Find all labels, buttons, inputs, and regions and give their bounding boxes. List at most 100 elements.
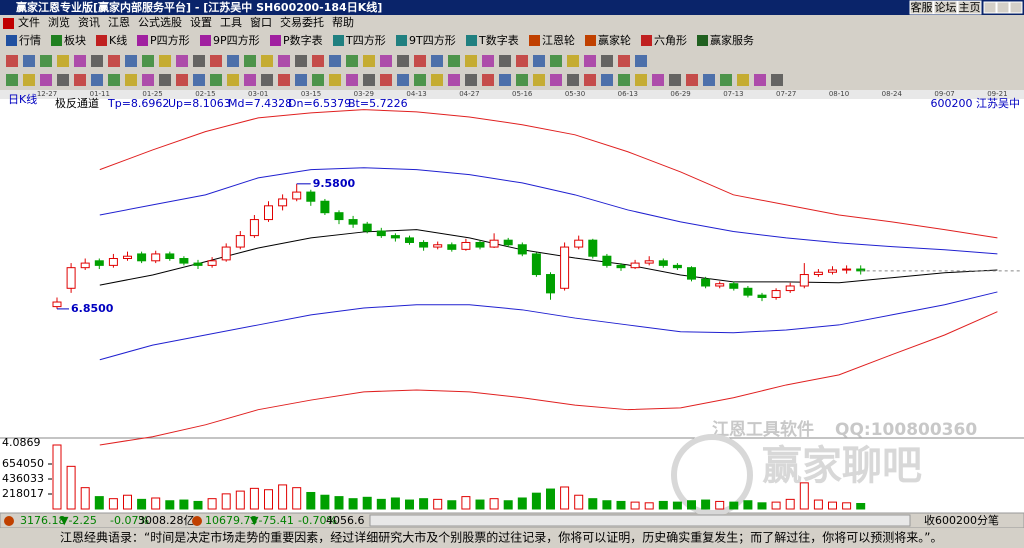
toolbar-icon[interactable]: [137, 35, 148, 46]
title-button-label[interactable]: 客服: [911, 0, 933, 14]
tool-icon[interactable]: [193, 74, 205, 86]
tool-icon[interactable]: [125, 74, 137, 86]
tool-icon[interactable]: [414, 74, 426, 86]
toolbar-label[interactable]: K线: [109, 33, 127, 47]
tool-icon[interactable]: [652, 74, 664, 86]
tool-icon[interactable]: [312, 55, 324, 67]
tool-icon[interactable]: [329, 74, 341, 86]
tool-icon[interactable]: [754, 74, 766, 86]
menu-item[interactable]: 设置: [190, 16, 212, 29]
menu-item[interactable]: 浏览: [48, 15, 70, 29]
tool-icon[interactable]: [108, 55, 120, 67]
toolbar-icon[interactable]: [697, 35, 708, 46]
tool-icon[interactable]: [278, 74, 290, 86]
tool-icon[interactable]: [601, 55, 613, 67]
tool-icon[interactable]: [703, 74, 715, 86]
menu-item[interactable]: 窗口: [250, 15, 272, 29]
tool-icon[interactable]: [227, 55, 239, 67]
scrollbar[interactable]: [369, 514, 911, 527]
toolbar-label[interactable]: 9P四方形: [213, 33, 260, 47]
toolbar-icon[interactable]: [641, 35, 652, 46]
tool-icon[interactable]: [227, 74, 239, 86]
tool-icon[interactable]: [584, 55, 596, 67]
toolbar-icon[interactable]: [200, 35, 211, 46]
tool-icon[interactable]: [499, 55, 511, 67]
toolbar-icon[interactable]: [529, 35, 540, 46]
tool-icon[interactable]: [91, 55, 103, 67]
window-control[interactable]: [1009, 1, 1023, 14]
toolbar-label[interactable]: 赢家服务: [710, 33, 754, 47]
tool-icon[interactable]: [57, 55, 69, 67]
menu-item[interactable]: 工具: [220, 16, 242, 29]
tool-icon[interactable]: [618, 74, 630, 86]
tool-icon[interactable]: [448, 55, 460, 67]
tool-icon[interactable]: [261, 74, 273, 86]
tool-icon[interactable]: [346, 74, 358, 86]
toolbar-label[interactable]: P四方形: [150, 33, 190, 47]
tool-icon[interactable]: [193, 55, 205, 67]
tool-icon[interactable]: [176, 55, 188, 67]
tool-icon[interactable]: [380, 55, 392, 67]
title-button[interactable]: [933, 0, 958, 15]
tool-icon[interactable]: [414, 55, 426, 67]
tool-icon[interactable]: [125, 55, 137, 67]
tool-icon[interactable]: [567, 74, 579, 86]
toolbar-label[interactable]: T数字表: [478, 33, 519, 47]
title-button-label[interactable]: 论坛: [935, 0, 957, 14]
tool-icon[interactable]: [74, 74, 86, 86]
toolbar-icon[interactable]: [96, 35, 107, 46]
tool-icon[interactable]: [465, 74, 477, 86]
tool-icon[interactable]: [499, 74, 511, 86]
tool-icon[interactable]: [261, 55, 273, 67]
tool-icon[interactable]: [533, 74, 545, 86]
tool-icon[interactable]: [363, 55, 375, 67]
tool-icon[interactable]: [601, 74, 613, 86]
tool-icon[interactable]: [40, 74, 52, 86]
tool-icon[interactable]: [6, 74, 18, 86]
title-button[interactable]: [957, 0, 982, 15]
toolbar-icon[interactable]: [466, 35, 477, 46]
tool-icon[interactable]: [210, 55, 222, 67]
title-button-label[interactable]: 主页: [959, 1, 981, 14]
tool-icon[interactable]: [23, 74, 35, 86]
tool-icon[interactable]: [244, 55, 256, 67]
tool-icon[interactable]: [516, 74, 528, 86]
toolbar-icon[interactable]: [333, 35, 344, 46]
toolbar-icon[interactable]: [6, 35, 17, 46]
tool-icon[interactable]: [669, 74, 681, 86]
tool-icon[interactable]: [771, 74, 783, 86]
toolbar-label[interactable]: 板块: [64, 33, 86, 47]
tool-icon[interactable]: [295, 55, 307, 67]
tool-icon[interactable]: [142, 74, 154, 86]
tool-icon[interactable]: [244, 74, 256, 86]
toolbar-label[interactable]: T四方形: [345, 33, 386, 47]
tool-icon[interactable]: [346, 55, 358, 67]
tool-icon[interactable]: [295, 74, 307, 86]
toolbar-label[interactable]: 9T四方形: [409, 33, 456, 47]
window-control[interactable]: [983, 1, 997, 14]
tool-icon[interactable]: [40, 55, 52, 67]
tool-icon[interactable]: [533, 55, 545, 67]
tool-icon[interactable]: [720, 74, 732, 86]
menu-item[interactable]: 资讯: [78, 16, 100, 29]
tool-icon[interactable]: [142, 55, 154, 67]
menu-item[interactable]: 帮助: [332, 15, 354, 29]
tool-icon[interactable]: [550, 74, 562, 86]
menu-item[interactable]: 交易委托: [280, 15, 324, 29]
toolbar-icon[interactable]: [270, 35, 281, 46]
tool-icon[interactable]: [397, 74, 409, 86]
tool-icon[interactable]: [210, 74, 222, 86]
tool-icon[interactable]: [431, 74, 443, 86]
toolbar-label[interactable]: 江恩轮: [542, 33, 575, 47]
menu-item[interactable]: 公式选股: [138, 16, 182, 29]
tool-icon[interactable]: [465, 55, 477, 67]
window-control[interactable]: [996, 1, 1010, 14]
toolbar-label[interactable]: 赢家轮: [598, 33, 631, 47]
tool-icon[interactable]: [159, 55, 171, 67]
tool-icon[interactable]: [448, 74, 460, 86]
toolbar-label[interactable]: P数字表: [283, 33, 323, 47]
tool-icon[interactable]: [108, 74, 120, 86]
tool-icon[interactable]: [686, 74, 698, 86]
tool-icon[interactable]: [584, 74, 596, 86]
toolbar-icon[interactable]: [585, 35, 596, 46]
